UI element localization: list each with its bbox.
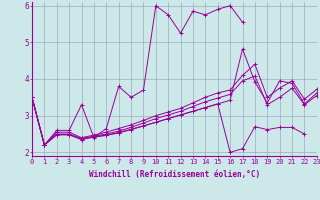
X-axis label: Windchill (Refroidissement éolien,°C): Windchill (Refroidissement éolien,°C) bbox=[89, 170, 260, 179]
